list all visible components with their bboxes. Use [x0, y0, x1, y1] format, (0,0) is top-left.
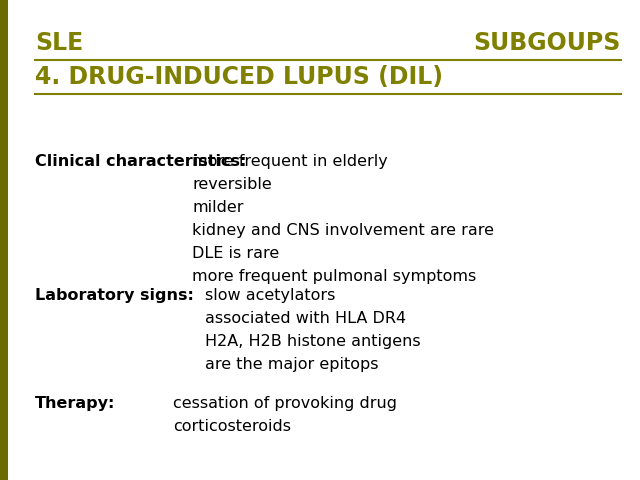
Text: Therapy:: Therapy:: [35, 396, 116, 411]
Text: more frequent in elderly: more frequent in elderly: [192, 154, 388, 168]
Text: more frequent pulmonal symptoms: more frequent pulmonal symptoms: [192, 269, 476, 284]
Text: Clinical characteristics:: Clinical characteristics:: [35, 154, 246, 168]
Text: 4. DRUG-INDUCED LUPUS (DIL): 4. DRUG-INDUCED LUPUS (DIL): [35, 65, 443, 89]
Text: kidney and CNS involvement are rare: kidney and CNS involvement are rare: [192, 223, 494, 238]
Text: H2A, H2B histone antigens: H2A, H2B histone antigens: [205, 334, 420, 349]
Text: reversible: reversible: [192, 177, 272, 192]
Text: associated with HLA DR4: associated with HLA DR4: [205, 311, 406, 326]
Text: milder: milder: [192, 200, 243, 215]
Bar: [0, 0, 8, 480]
Text: Laboratory signs:: Laboratory signs:: [35, 288, 194, 303]
Text: SLE: SLE: [35, 31, 83, 55]
Text: DLE is rare: DLE is rare: [192, 246, 279, 261]
Text: corticosteroids: corticosteroids: [173, 419, 291, 434]
Text: are the major epitops: are the major epitops: [205, 357, 378, 372]
Text: slow acetylators: slow acetylators: [205, 288, 335, 303]
Text: cessation of provoking drug: cessation of provoking drug: [173, 396, 397, 411]
Text: SUBGOUPS: SUBGOUPS: [474, 31, 621, 55]
